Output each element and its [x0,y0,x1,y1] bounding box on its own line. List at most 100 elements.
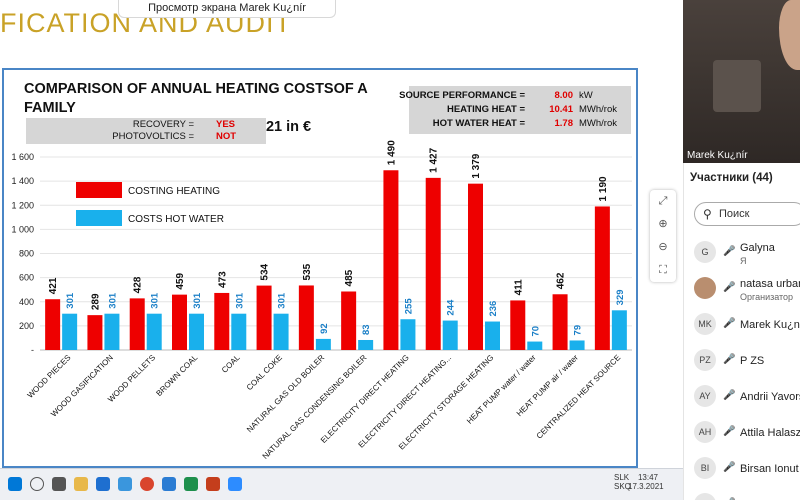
data-label-hot-water: 301 [65,292,76,309]
data-label-hot-water: 236 [488,301,499,317]
data-label-hot-water: 70 [530,326,541,337]
microphone-icon[interactable]: 🎤 [723,426,736,437]
y-tick-label: 1 200 [11,200,34,210]
x-tick-label: COAL COKE [245,353,284,392]
x-tick-label: CENTRALIZED HEAT SOURCE [535,353,623,441]
data-label-heating: 289 [90,293,101,310]
data-label-heating: 421 [48,277,59,294]
source-performance-label: SOURCE PERFORMANCE = [399,90,525,101]
microphone-icon[interactable]: 🎤 [723,318,736,329]
y-tick-label: 400 [19,297,34,307]
data-label-heating: 535 [302,263,313,280]
windows-start-icon[interactable] [8,477,22,491]
file-explorer-icon[interactable] [74,477,88,491]
data-label-heating: 462 [556,272,567,289]
video-person [779,0,800,70]
mail-icon[interactable] [118,477,132,491]
participant-row[interactable]: CP🎤Cezar Dumit [694,489,800,500]
microphone-icon[interactable]: 🎤 [723,246,736,257]
microphone-icon[interactable]: 🎤 [723,498,735,500]
data-label-hot-water: 79 [573,325,584,336]
clock-time[interactable]: 13:47 [637,473,658,482]
clock-date[interactable]: 17.3.2021 [628,482,664,491]
video-name: Marek Ku¿nír [687,150,748,161]
bar-hot-water [231,313,247,350]
participant-row[interactable]: 🎤 natasa urbar Организатор [694,273,800,305]
chart-slide: COMPARISON OF ANNUAL HEATING COSTSOF A F… [2,68,638,468]
microphone-icon[interactable]: 🎤 [723,390,736,401]
bar-chart: - 200 400 600 800 1 000 1 200 1 400 1 600 421 301 W… [11,140,632,461]
participant-name: natasa urbar [740,278,800,290]
data-label-hot-water: 255 [403,298,414,315]
legend-swatch-hot-water [76,210,122,226]
taskbar: SLK SKQ 13:47 17.3.2021 [0,468,683,500]
language-indicator[interactable]: SLK [614,473,630,482]
task-view-icon[interactable] [52,477,66,491]
participant-role: Я [740,256,747,266]
zoom-in-icon[interactable]: ⊕ [658,218,668,230]
avatar: CP [694,493,716,500]
x-tick-label: COAL [220,353,242,375]
fit-icon[interactable]: ⤢ [658,195,668,207]
bar-hot-water [527,341,543,350]
participant-row[interactable]: AY 🎤 Andrii Yavors [694,381,800,413]
participant-row[interactable]: BI 🎤 Birsan Ionut [694,453,800,485]
data-label-hot-water: 301 [150,292,161,309]
data-label-heating: 1 190 [598,176,609,201]
screen-share-banner[interactable]: Просмотр экрана Marek Ku¿nír [118,0,336,18]
microphone-icon[interactable]: 🎤 [723,354,736,365]
edge-icon[interactable] [96,477,110,491]
participant-row[interactable]: G 🎤 Galyna Я [694,237,800,269]
data-label-heating: 485 [344,269,355,286]
video-tile[interactable] [683,0,800,163]
bar-heating [129,298,145,350]
microphone-icon[interactable]: 🎤 [723,462,736,473]
word-icon[interactable] [162,477,176,491]
y-tick-label: 1 000 [11,224,34,234]
microphone-icon[interactable]: 🎤 [723,282,736,293]
participant-row[interactable]: MK 🎤 Marek Ku¿n [694,309,800,341]
x-tick-label: BROWN COAL [154,353,199,398]
bar-hot-water [189,313,204,350]
data-label-heating: 1 490 [386,140,397,165]
language-indicator-2[interactable]: SKQ [614,482,631,491]
data-label-heating: 1 379 [471,153,482,178]
data-label-hot-water: 301 [277,292,288,309]
participant-name: Andrii Yavors [740,391,800,403]
zoom-icon[interactable] [228,477,242,491]
participants-search-input[interactable]: ⚲ Поиск [694,202,800,226]
bar-hot-water [62,313,78,350]
powerpoint-icon[interactable] [206,477,220,491]
bar-heating [45,299,61,350]
chrome-icon[interactable] [140,477,154,491]
bar-heating [172,294,187,350]
bar-heating [510,300,526,350]
participant-row[interactable]: PZ 🎤 P ZS [694,345,800,377]
photovoltics-label: PHOTOVOLTICS = [112,131,194,142]
source-box: SOURCE PERFORMANCE = 8.00 kW HEATING HEA… [399,86,631,134]
bar-hot-water [104,313,120,350]
avatar: AY [694,385,716,407]
y-tick-label: 600 [19,273,34,283]
fullscreen-icon[interactable]: ⛶ [659,264,667,276]
participant-row[interactable]: AH 🎤 Attila Halasz [694,417,800,449]
data-label-heating: 473 [217,271,228,288]
search-icon: ⚲ [703,207,712,221]
avatar: AH [694,421,716,443]
source-performance-unit: kW [579,90,593,101]
bar-hot-water [146,313,162,350]
y-tick-label: 200 [19,321,34,331]
avatar: G [694,241,716,263]
photovoltics-value: NOT [216,131,237,142]
hot-water-heat-unit: MWh/rok [579,118,617,129]
bar-hot-water [315,338,331,350]
participant-name: Birsan Ionut [740,463,799,475]
excel-icon[interactable] [184,477,198,491]
search-taskbar-icon[interactable] [30,477,44,491]
y-tick-label: 800 [19,249,34,259]
y-tick-label: - [31,345,34,355]
zoom-out-icon[interactable]: ⊖ [658,241,668,253]
bar-heating [552,294,568,350]
hot-water-heat-label: HOT WATER HEAT = [432,118,525,129]
data-label-heating: 459 [175,273,186,290]
